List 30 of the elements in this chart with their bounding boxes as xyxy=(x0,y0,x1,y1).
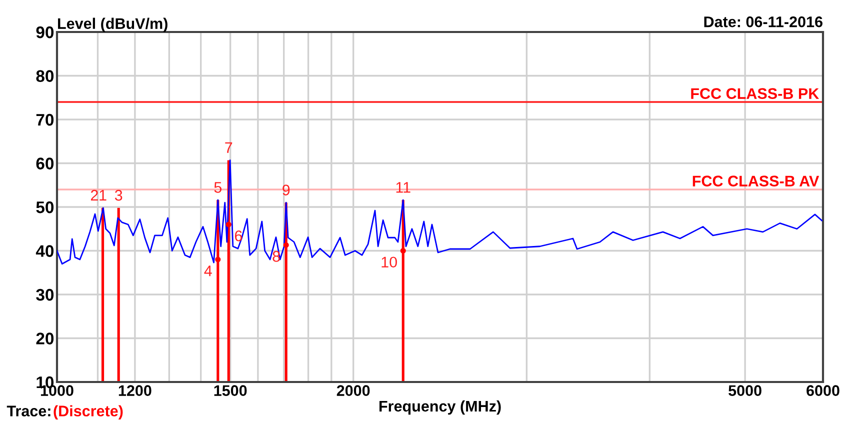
y-tick-label: 90 xyxy=(36,26,54,38)
annotation: 11 xyxy=(396,182,410,193)
annotation: 10 xyxy=(382,256,397,268)
x-tick-label: 1500 xyxy=(214,385,247,396)
x-tick-label: 1200 xyxy=(118,385,152,396)
annotation: 4 xyxy=(204,266,212,276)
ref-line-label: FCC CLASS-B PK xyxy=(691,88,820,99)
y-tick-label: 50 xyxy=(36,201,54,214)
x-tick-label: 2000 xyxy=(336,385,370,396)
annotation: 7 xyxy=(225,142,232,153)
y-axis-title: Level (dBuV/m) xyxy=(58,18,168,32)
annotation: 2 xyxy=(90,190,98,201)
text: Trace: xyxy=(6,406,50,416)
y-tick-label: 30 xyxy=(36,288,54,301)
y-tick-label: 60 xyxy=(36,158,54,170)
annotation: 3 xyxy=(114,190,122,201)
annotation: 1 xyxy=(100,190,106,201)
annotation: 9 xyxy=(282,184,290,196)
y-tick-label: 20 xyxy=(36,332,54,344)
y-tick-label: 80 xyxy=(36,70,54,82)
ref-line-label: FCC CLASS-B AV xyxy=(692,176,820,186)
annotation: 6 xyxy=(234,230,242,242)
y-tick-label: 70 xyxy=(36,114,54,126)
y-tick-label: 40 xyxy=(36,245,54,257)
x-axis-title: Frequency (MHz) xyxy=(379,400,501,415)
x-tick-label: 5000 xyxy=(728,385,762,396)
x-tick-label: 6000 xyxy=(806,385,840,396)
annotation: 5 xyxy=(214,182,222,193)
text: (Discrete) xyxy=(54,405,123,420)
text: Date: 06-11-2016 xyxy=(704,16,822,28)
